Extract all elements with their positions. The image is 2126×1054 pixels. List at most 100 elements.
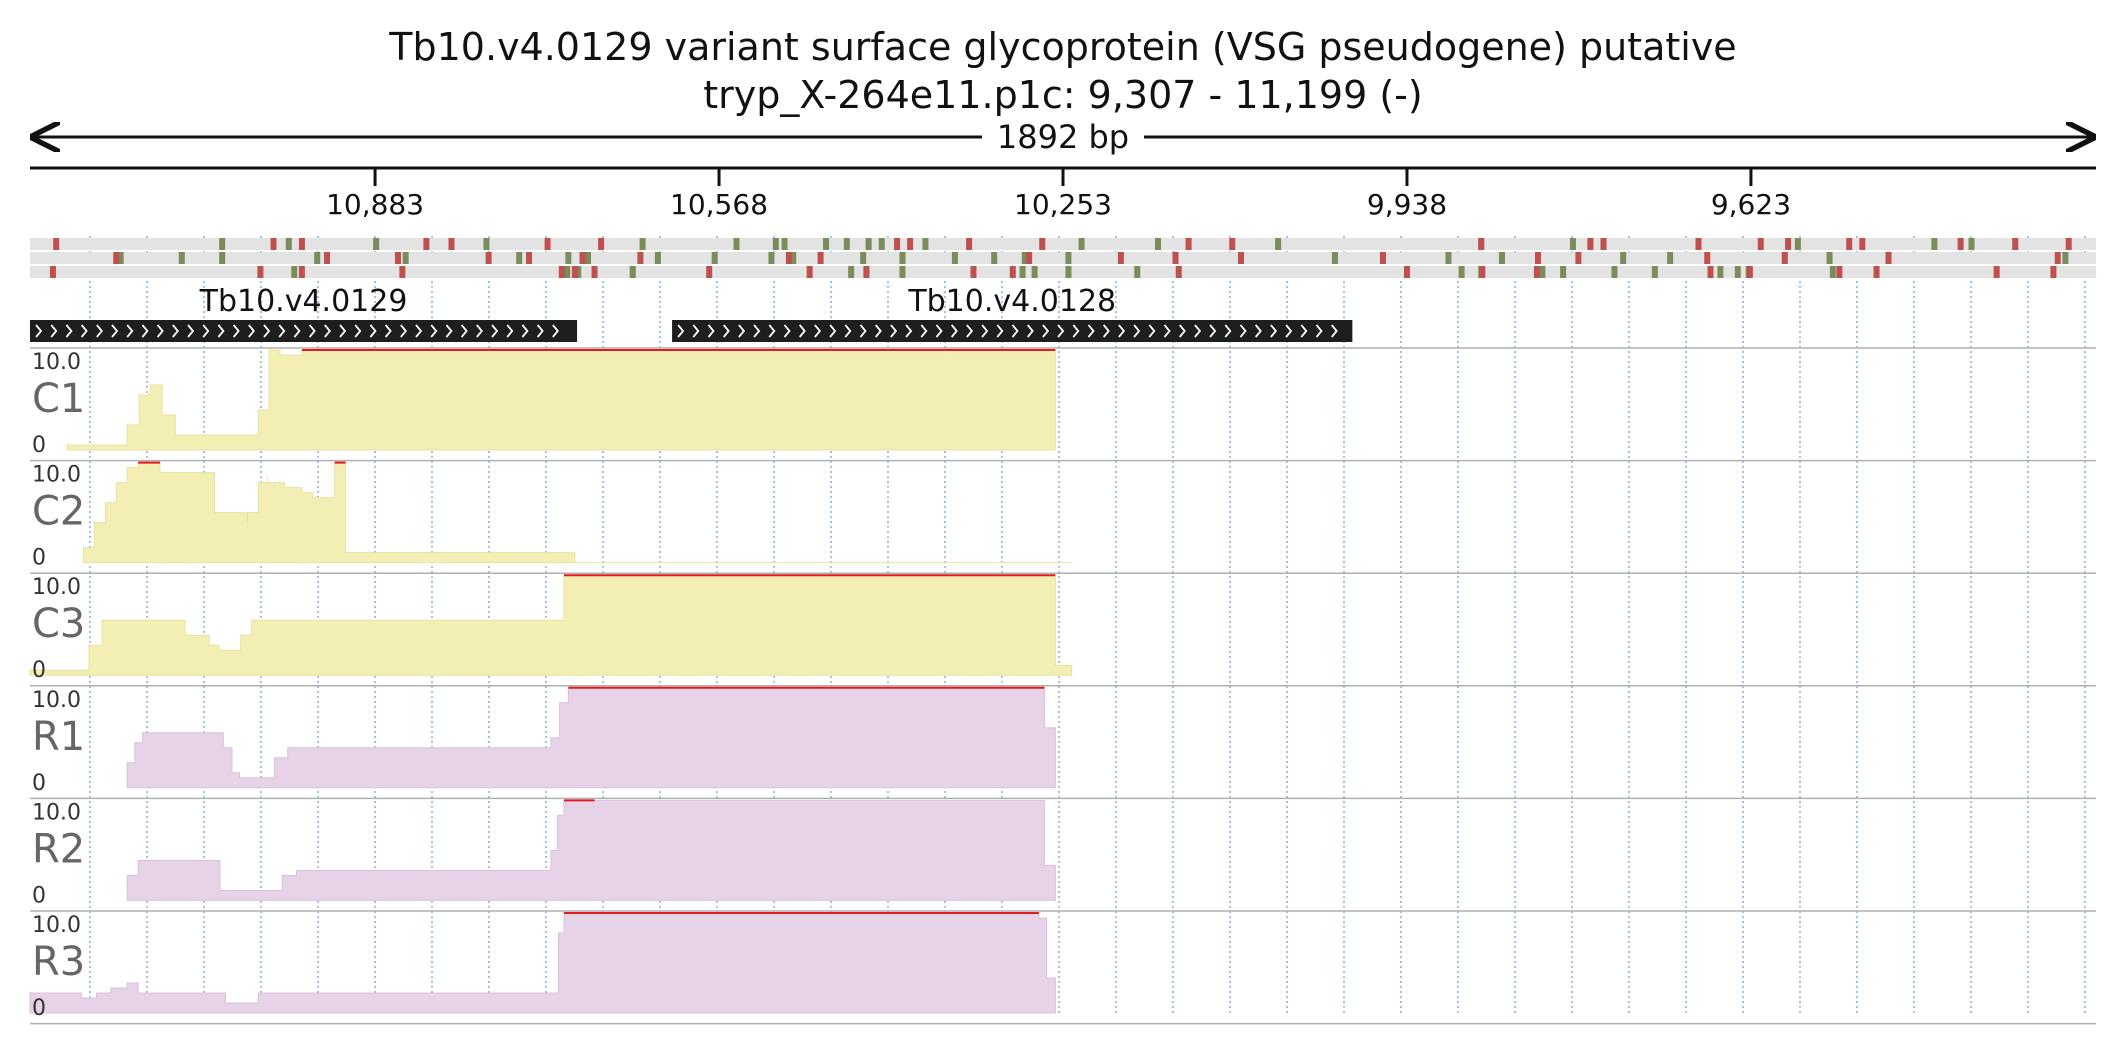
start-codon-mark [1078, 238, 1085, 250]
stop-codon-mark [1704, 252, 1711, 264]
stop-codon-mark [571, 266, 578, 278]
start-codon-mark [402, 252, 409, 264]
track-C2: 10.0C2 0 [30, 459, 2096, 571]
start-codon-mark [733, 238, 740, 250]
stop-codon-mark [706, 266, 713, 278]
axis-tick-label-1: 10,568 [670, 188, 768, 221]
stop-codon-mark [1175, 266, 1182, 278]
start-codon-mark [639, 238, 646, 250]
stop-codon-mark [485, 252, 492, 264]
start-codon-mark [2062, 252, 2069, 264]
stop-codon-mark [785, 252, 792, 264]
start-codon-mark [865, 238, 872, 250]
stop-codon-mark [1478, 238, 1485, 250]
stop-codon-mark [113, 252, 120, 264]
track-name: C1 [32, 376, 85, 422]
start-codon-mark [768, 252, 775, 264]
axis-tick-label-2: 10,253 [1014, 188, 1112, 221]
track-zero-label: 0 [32, 996, 46, 1021]
stop-codon-mark [1185, 238, 1192, 250]
stop-codon-mark [894, 238, 901, 250]
start-codon-mark [1794, 238, 1801, 250]
stop-codon-mark [598, 238, 605, 250]
start-codon-mark [772, 238, 779, 250]
stop-codon-mark [806, 266, 813, 278]
start-codon-mark [1620, 252, 1627, 264]
start-codon-mark [629, 266, 636, 278]
start-codon-mark [1717, 266, 1724, 278]
start-codon-mark [843, 238, 850, 250]
stop-codon-mark [298, 238, 305, 250]
stop-codon-mark [2065, 238, 2072, 250]
stop-codon-mark [2012, 238, 2019, 250]
stop-codon-mark [966, 238, 973, 250]
start-codon-mark [1019, 266, 1026, 278]
start-codon-mark [823, 238, 830, 250]
track-max-label: 10.0 [32, 800, 81, 825]
strand-chevrons [35, 324, 559, 338]
track-name: R2 [32, 826, 85, 872]
start-codon-mark [219, 238, 226, 250]
start-codon-mark [1667, 252, 1674, 264]
start-codon-mark [1539, 266, 1546, 278]
stop-codon-mark [1403, 266, 1410, 278]
start-codon-mark [373, 238, 380, 250]
stop-codon-mark [1836, 266, 1843, 278]
gene-2: Tb10.v4.0128 [672, 284, 1353, 342]
stop-codon-mark [558, 266, 565, 278]
stop-codon-mark [544, 238, 551, 250]
stop-codon-mark [324, 252, 331, 264]
stop-codon-mark [1535, 252, 1542, 264]
track-zero-label: 0 [32, 546, 46, 571]
start-codon-mark [219, 252, 226, 264]
start-codon-mark [1569, 238, 1576, 250]
start-codon-mark [711, 252, 718, 264]
stop-codon-mark [448, 238, 455, 250]
start-codon-mark [1021, 252, 1028, 264]
stop-codon-mark [1237, 252, 1244, 264]
start-codon-mark [860, 252, 867, 264]
stop-codon-mark [1846, 238, 1853, 250]
genomic-location: tryp_X-264e11.p1c: 9,307 - 11,199 (-) [703, 73, 1422, 117]
stop-codon-mark [1600, 238, 1607, 250]
start-codon-mark [922, 238, 929, 250]
start-codon-mark [1560, 266, 1567, 278]
gene-label: Tb10.v4.0129 [199, 284, 408, 319]
start-codon-mark [1155, 238, 1162, 250]
stop-codon-mark [970, 266, 977, 278]
stop-codon-mark [1172, 252, 1179, 264]
start-codon-mark [1065, 252, 1072, 264]
stop-codon-mark [1009, 266, 1016, 278]
track-R2: 10.0R2 0 [30, 797, 2096, 908]
coverage-area [83, 462, 1072, 564]
track-max-label: 10.0 [32, 913, 81, 938]
start-codon-mark [1829, 266, 1836, 278]
stop-codon-mark [1757, 238, 1764, 250]
start-codon-mark [575, 266, 582, 278]
coverage-tracks: 10.0C1010.0C2010.0C3010.0R1010.0R2010.0R… [29, 347, 2096, 1025]
stop-codon-mark [423, 238, 430, 250]
track-zero-label: 0 [32, 883, 46, 908]
track-name: R1 [32, 714, 85, 760]
start-codon-mark [291, 266, 298, 278]
start-codon-mark [781, 238, 788, 250]
start-codon-mark [848, 266, 855, 278]
reading-frames [30, 238, 2096, 278]
stop-codon-mark [1859, 238, 1866, 250]
span-length-label: 1892 bp [997, 118, 1129, 156]
stop-codon-mark [1117, 252, 1124, 264]
reading-frame-row-3 [30, 266, 2096, 278]
start-codon-mark [1826, 252, 1833, 264]
start-codon-mark [1968, 238, 1975, 250]
stop-codon-mark [1695, 238, 1702, 250]
start-codon-mark [285, 238, 292, 250]
stop-codon-mark [298, 266, 305, 278]
stop-codon-mark [49, 266, 56, 278]
strand-chevrons [677, 324, 1338, 338]
stop-codon-mark [1993, 266, 2000, 278]
stop-codon-mark [591, 266, 598, 278]
gene-1: Tb10.v4.0129 [30, 284, 578, 342]
stop-codon-mark [579, 252, 586, 264]
stop-codon-mark [399, 266, 406, 278]
